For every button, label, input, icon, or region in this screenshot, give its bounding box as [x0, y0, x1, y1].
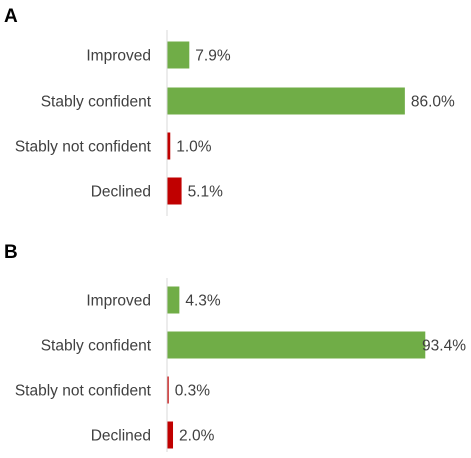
bar-b-stably-not-confident: [167, 376, 169, 404]
bar-b-improved: [167, 286, 180, 314]
bar-b-declined: [167, 421, 174, 449]
category-label-b-stably-not-confident: Stably not confident: [15, 383, 152, 400]
category-label-b-improved: Improved: [86, 293, 151, 310]
value-label-b-improved: 4.3%: [185, 293, 221, 310]
bar-a-stably-not-confident: [167, 132, 171, 160]
value-label-b-stably-confident: 93.4%: [422, 338, 466, 355]
bar-a-declined: [167, 177, 182, 205]
panel-label-b: B: [4, 242, 18, 263]
category-label-a-improved: Improved: [86, 48, 151, 65]
chart-panel-a: A Improved 7.9% Stably confident 86.0% Stably…: [4, 6, 455, 216]
value-label-a-stably-not-confident: 1.0%: [176, 139, 212, 156]
category-label-b-declined: Declined: [91, 428, 151, 445]
value-label-a-stably-confident: 86.0%: [411, 94, 455, 111]
bar-a-improved: [167, 41, 190, 69]
chart-panel-b: B Improved 4.3% Stably confident 93.4% Stably…: [4, 242, 466, 452]
category-label-b-stably-confident: Stably confident: [41, 338, 152, 355]
category-label-a-stably-confident: Stably confident: [41, 94, 152, 111]
category-label-a-declined: Declined: [91, 184, 151, 201]
bar-b-stably-confident: [167, 331, 426, 359]
category-label-a-stably-not-confident: Stably not confident: [15, 139, 152, 156]
value-label-a-declined: 5.1%: [188, 184, 224, 201]
value-label-b-declined: 2.0%: [179, 428, 215, 445]
panel-label-a: A: [4, 6, 18, 27]
bar-a-stably-confident: [167, 87, 405, 115]
value-label-b-stably-not-confident: 0.3%: [175, 383, 211, 400]
value-label-a-improved: 7.9%: [195, 48, 231, 65]
